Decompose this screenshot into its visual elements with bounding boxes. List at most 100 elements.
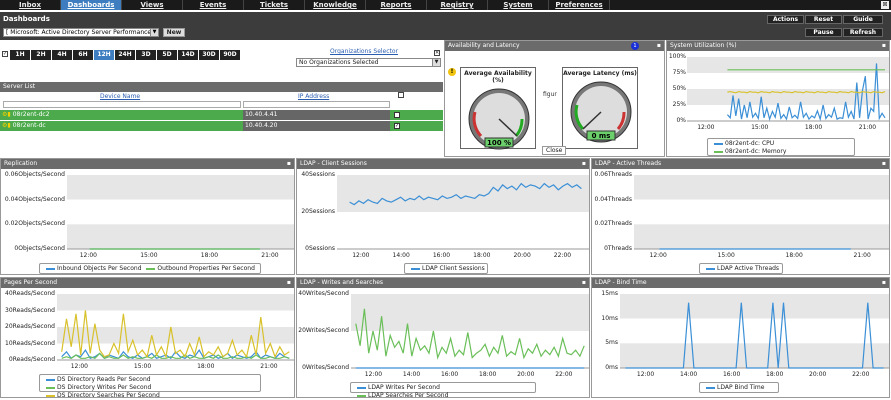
nav-tab-dashboards[interactable]: Dashboards xyxy=(61,0,122,10)
panel-menu-icon[interactable]: ▪ xyxy=(581,160,586,167)
legend-label: DS Directory Searches Per Second xyxy=(57,392,160,398)
row-checkbox[interactable]: ✓ xyxy=(394,123,400,129)
table-row[interactable]: ⚙▮ 08r2ent-dc2 10.40.4.41 xyxy=(0,110,443,120)
grid-band xyxy=(337,212,589,249)
time-range-5d[interactable]: 5D xyxy=(157,50,177,60)
panel-menu-icon[interactable]: ▪ xyxy=(656,42,661,49)
legend-item[interactable]: LDAP Writes Per Second xyxy=(354,384,440,391)
nav-tab-tickets[interactable]: Tickets xyxy=(244,0,305,10)
panel-menu-icon[interactable]: ▪ xyxy=(881,279,886,286)
y-tick-label: 75% xyxy=(672,69,686,76)
panel-menu-icon[interactable]: ▪ xyxy=(581,279,586,286)
row-checkbox[interactable] xyxy=(394,112,400,118)
time-range-4h[interactable]: 4H xyxy=(52,50,72,60)
panel-menu-icon[interactable]: ▪ xyxy=(286,160,291,167)
legend-item[interactable]: 08r2ent-dc: Memory xyxy=(711,148,786,155)
x-tick-label: 15:00 xyxy=(717,252,735,259)
legend-swatch xyxy=(46,378,55,381)
nav-tab-system[interactable]: System xyxy=(488,0,549,10)
grid-band xyxy=(634,224,889,249)
ip-address: 10.40.4.41 xyxy=(243,110,390,120)
nav-tab-registry[interactable]: Registry xyxy=(427,0,488,10)
panel-title: System Utilization (%) xyxy=(670,42,737,49)
organizations-selector-link[interactable]: Organizations Selector xyxy=(330,48,399,55)
server-icon: ⚙▮ xyxy=(2,122,11,129)
panel-menu-icon[interactable]: ▪ xyxy=(286,279,291,286)
chart-legend[interactable]: Inbound Objects Per Second Outbound Prop… xyxy=(39,263,261,274)
legend-item[interactable]: DS Directory Writes Per Second xyxy=(43,384,151,391)
new-button[interactable]: New xyxy=(163,28,185,37)
table-row[interactable]: ⚙▮ 08r2ent-dc 10.40.4.20 ✓ xyxy=(0,121,443,131)
select-all-checkbox[interactable] xyxy=(398,92,404,98)
legend-item[interactable]: Inbound Objects Per Second xyxy=(43,265,142,272)
legend-item[interactable]: DS Directory Reads Per Second xyxy=(43,376,151,383)
chart-legend[interactable]: LDAP Writes Per Second LDAP Searches Per… xyxy=(350,382,536,397)
grid-band xyxy=(67,199,294,225)
ip-filter-input[interactable] xyxy=(243,101,390,108)
nav-tab-preferences[interactable]: Preferences xyxy=(549,0,610,10)
nav-tab-reports[interactable]: Reports xyxy=(366,0,427,10)
dashboard-select[interactable]: [ Microsoft: Active Directory Server Per… xyxy=(3,28,159,37)
chart-legend[interactable]: LDAP Active Threads xyxy=(699,263,783,274)
time-range-14d[interactable]: 14D xyxy=(178,50,198,60)
y-tick-label: 0.02Threads xyxy=(594,220,632,228)
grid-band xyxy=(620,294,889,319)
close-button[interactable]: Close xyxy=(542,146,567,155)
time-range-12h[interactable]: 12H xyxy=(94,50,114,60)
organizations-select[interactable]: No Organizations Selected ▼ xyxy=(296,58,441,67)
device-name[interactable]: 08r2ent-dc2 xyxy=(12,111,50,118)
x-tick-label: 18:00 xyxy=(766,371,784,378)
panel-menu-icon[interactable]: ▪ xyxy=(881,160,886,167)
x-tick-label: 20:00 xyxy=(513,252,531,259)
time-range-2h[interactable]: 2H xyxy=(31,50,51,60)
x-tick-label: 18:00 xyxy=(785,252,803,259)
legend-item[interactable]: DS Directory Searches Per Second xyxy=(43,392,160,398)
alert-badge[interactable]: 1 xyxy=(631,42,639,50)
time-range-3d[interactable]: 3D xyxy=(136,50,156,60)
ldap-threads-panel: LDAP - Active Threads ▪ 0.06Threads 0.04Thr… xyxy=(591,158,890,275)
server-list-title: Server List xyxy=(3,83,36,90)
guide-button[interactable]: Guide xyxy=(843,15,883,24)
time-range-90d[interactable]: 90D xyxy=(220,50,240,60)
legend-item[interactable]: LDAP Searches Per Second xyxy=(354,392,448,397)
time-range-6h[interactable]: 6H xyxy=(73,50,93,60)
legend-swatch xyxy=(411,267,420,270)
pause-button[interactable]: Pause xyxy=(805,28,842,37)
y-tick-label: 0Sessions xyxy=(305,245,335,252)
actions-button[interactable]: Actions xyxy=(767,15,804,24)
device-filter-input[interactable] xyxy=(3,101,241,108)
series-line-0 xyxy=(625,302,884,369)
nav-tab-views[interactable]: Views xyxy=(122,0,183,10)
legend-item[interactable]: LDAP Client Sessions xyxy=(408,265,485,272)
chart-legend[interactable]: DS Directory Reads Per Second DS Directo… xyxy=(39,374,261,397)
time-range-1h[interactable]: 1H xyxy=(10,50,30,60)
panel-menu-icon[interactable]: ▪ xyxy=(881,42,886,49)
chevron-down-icon[interactable]: ▼ xyxy=(150,29,158,36)
legend-item[interactable]: 08r2ent-dc: Swap xyxy=(711,156,778,157)
time-range-24h[interactable]: 24H xyxy=(115,50,135,60)
chart-legend[interactable]: LDAP Client Sessions xyxy=(404,263,488,274)
refresh-button[interactable]: Refresh xyxy=(843,28,883,37)
reset-button[interactable]: Reset xyxy=(805,15,842,24)
close-icon[interactable]: ⊠ xyxy=(881,1,889,9)
legend-swatch xyxy=(46,394,55,397)
time-range-30d[interactable]: 30D xyxy=(199,50,219,60)
legend-item[interactable]: Outbound Properties Per Second xyxy=(143,265,255,272)
device-name[interactable]: 08r2ent-dc xyxy=(12,122,46,129)
org-close-checkbox[interactable]: ✕ xyxy=(434,50,440,56)
legend-item[interactable]: 08r2ent-dc: CPU xyxy=(711,140,774,147)
legend-item[interactable]: LDAP Bind Time xyxy=(703,384,764,391)
latency-gauge: Average Latency (ms) 0 ms xyxy=(562,67,638,149)
chart-legend[interactable]: LDAP Bind Time xyxy=(699,382,779,393)
chevron-down-icon[interactable]: ▼ xyxy=(432,59,440,66)
chart-plot xyxy=(687,57,889,122)
column-ip-address[interactable]: IP Address xyxy=(298,93,330,100)
timebar-checkbox[interactable]: ✓ xyxy=(2,51,8,57)
legend-item[interactable]: LDAP Active Threads xyxy=(703,265,779,272)
column-device-name[interactable]: Device Name xyxy=(100,93,141,100)
nav-tab-events[interactable]: Events xyxy=(183,0,244,10)
nav-tab-knowledge[interactable]: Knowledge xyxy=(305,0,366,10)
nav-tab-inbox[interactable]: Inbox xyxy=(0,0,61,10)
panel-header: LDAP - Active Threads ▪ xyxy=(592,159,889,169)
chart-legend[interactable]: 08r2ent-dc: CPU 08r2ent-dc: Memory 08r2e… xyxy=(707,138,855,156)
